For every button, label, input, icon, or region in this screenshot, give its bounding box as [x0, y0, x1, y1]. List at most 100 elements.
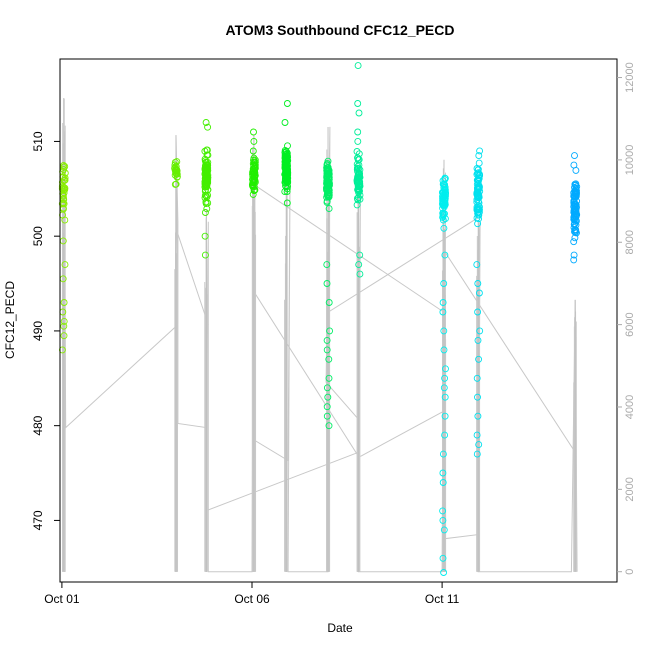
data-point: [325, 171, 333, 178]
data-point: [440, 346, 448, 354]
data-point: [474, 198, 482, 205]
data-point: [571, 229, 579, 237]
x-tick-label: Oct 01: [44, 592, 80, 606]
data-point: [201, 209, 209, 216]
data-point: [475, 206, 483, 214]
data-point: [325, 299, 333, 306]
data-point: [283, 100, 291, 107]
y-tick-label: 490: [31, 321, 45, 341]
data-point: [440, 185, 448, 193]
data-point: [570, 251, 578, 259]
data-point: [201, 232, 209, 240]
data-point: [250, 186, 258, 194]
x-tick-label: Oct 06: [234, 592, 270, 606]
data-point: [475, 183, 483, 190]
data-point: [61, 261, 69, 269]
data-point: [570, 208, 578, 216]
data-point: [325, 422, 333, 430]
altitude-line: [63, 98, 578, 573]
data-point: [353, 166, 361, 173]
data-point: [571, 152, 578, 160]
data-point: [474, 185, 482, 192]
data-point: [474, 180, 482, 187]
data-point: [324, 393, 332, 401]
y2-tick-label: 0: [624, 569, 636, 575]
y-tick-label: 510: [31, 131, 45, 151]
data-point: [60, 317, 68, 325]
data-point: [204, 191, 212, 199]
data-point: [442, 365, 449, 373]
data-point: [473, 450, 481, 458]
x-tick-label: Oct 11: [425, 592, 460, 606]
data-point: [283, 188, 291, 195]
data-point: [58, 182, 66, 190]
data-point: [474, 169, 482, 177]
data-point: [474, 280, 482, 287]
data-point: [323, 179, 331, 186]
data-point: [353, 160, 361, 168]
data-point: [439, 479, 447, 486]
data-point: [441, 431, 449, 439]
data-point: [201, 175, 209, 182]
data-point: [440, 569, 448, 576]
y-tick-label: 500: [31, 226, 45, 246]
data-point: [323, 384, 331, 392]
data-point: [439, 450, 447, 458]
data-point: [439, 554, 447, 562]
data-point: [355, 261, 363, 269]
data-point: [60, 194, 68, 202]
data-point: [172, 163, 180, 170]
data-point: [353, 177, 361, 185]
y2-tick-label: 4000: [624, 395, 636, 419]
data-point: [323, 412, 331, 420]
y2-tick-label: 10000: [624, 145, 636, 176]
altitude-series: [62, 98, 578, 573]
data-point: [572, 216, 580, 224]
y-tick-label: 480: [31, 415, 45, 435]
data-point: [250, 170, 257, 178]
data-point: [441, 215, 449, 223]
data-point: [440, 327, 448, 335]
data-point: [570, 238, 578, 246]
data-point: [204, 123, 212, 131]
data-point: [439, 507, 447, 515]
data-point: [441, 176, 449, 184]
data-point: [355, 170, 363, 178]
y2-tick-label: 6000: [624, 312, 636, 336]
data-point: [355, 186, 363, 193]
data-point: [61, 184, 69, 192]
data-point: [441, 374, 449, 382]
data-point: [326, 327, 334, 335]
data-point: [283, 199, 291, 207]
data-point: [356, 270, 364, 278]
data-point: [201, 162, 209, 170]
data-point: [571, 189, 579, 197]
data-point: [202, 198, 210, 206]
data-point: [570, 161, 578, 169]
data-point: [473, 261, 481, 269]
data-point: [283, 153, 291, 161]
data-point: [474, 165, 482, 173]
data-point: [476, 147, 484, 155]
data-point: [441, 412, 449, 420]
data-point: [354, 137, 362, 145]
y2-tick-label: 12000: [624, 62, 636, 93]
altitude-connector: [360, 410, 445, 457]
data-point: [476, 327, 484, 335]
data-point: [60, 166, 68, 173]
data-point: [473, 431, 481, 439]
altitude-connector: [253, 291, 359, 457]
altitude-connector: [253, 184, 445, 313]
data-point: [323, 403, 331, 411]
data-point: [474, 308, 482, 316]
data-point: [60, 161, 68, 169]
cfc12-series: [58, 62, 581, 576]
data-point: [201, 165, 209, 173]
data-point: [474, 202, 482, 210]
data-point: [323, 346, 331, 354]
data-point: [441, 251, 449, 259]
data-point: [474, 336, 482, 344]
data-point: [473, 188, 481, 196]
data-point: [440, 224, 448, 232]
